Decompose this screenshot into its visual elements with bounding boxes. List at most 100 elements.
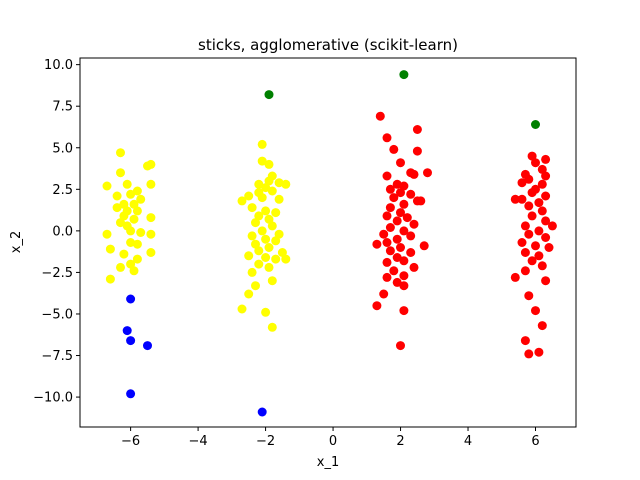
data-point [271,254,281,264]
data-point [281,179,291,189]
data-point [264,90,274,100]
data-point [385,184,395,194]
x-tick-label: 4 [464,434,472,449]
data-point [389,144,399,154]
data-point [375,111,385,121]
data-point [382,257,392,267]
data-point [126,389,136,399]
y-tick-label: −2.5 [41,266,73,281]
data-point [520,336,530,346]
data-point [517,194,527,204]
y-axis: −10.0 −7.5 −5.0 −2.5 0.0 2.5 5.0 7.5 10.0 [33,58,80,406]
data-point [372,301,382,311]
data-point [399,226,409,236]
data-point [527,211,537,221]
data-point [126,294,136,304]
data-point [544,243,554,252]
data-point [261,307,271,317]
data-point [105,244,115,254]
data-point [534,251,544,261]
data-point [126,336,136,346]
data-point [251,218,260,228]
data-point [247,231,257,241]
data-point [136,228,146,237]
x-tick-label: 6 [531,434,539,449]
data-point [399,271,409,281]
data-point [136,194,146,204]
data-point [399,70,409,80]
data-point [112,203,122,213]
data-point [385,223,395,232]
y-tick-label: 7.5 [52,100,73,115]
y-tick-label: 2.5 [52,183,73,198]
data-point [541,216,551,226]
data-point [119,211,129,221]
data-point [537,321,547,331]
data-point [112,191,122,201]
data-point [524,174,534,184]
data-point [132,206,142,216]
data-point [524,229,534,239]
data-point [409,219,419,229]
data-point [524,349,534,359]
data-point [129,266,139,276]
data-point [520,221,530,231]
data-point [399,256,409,266]
x-tick-label: −4 [189,434,208,449]
data-point [116,262,125,272]
data-point [257,139,267,149]
data-point [244,289,254,299]
data-point [132,186,142,196]
data-point [261,183,271,193]
data-point [146,213,156,223]
data-point [271,236,281,246]
data-point [382,171,392,181]
data-point [244,251,254,261]
data-point [257,156,267,166]
data-point [409,262,419,272]
data-point [537,179,547,189]
data-point [251,281,260,291]
data-point [254,246,264,256]
data-point [392,234,402,244]
data-point [143,341,152,351]
y-tick-label: −7.5 [41,349,73,364]
data-point [524,291,534,301]
data-point [261,234,271,244]
data-point [254,179,264,189]
data-point [267,276,277,286]
data-point [129,214,139,224]
data-point [510,194,520,204]
y-axis-label: x_2 [9,231,24,253]
data-point [261,253,271,262]
data-point [264,262,274,272]
data-point [534,198,544,208]
y-tick-label: 5.0 [52,141,73,156]
data-point [379,289,389,299]
data-point [541,171,551,181]
data-point [396,158,405,168]
y-tick-label: 10.0 [44,58,73,73]
data-point [372,239,382,249]
data-point [527,256,537,266]
data-point [146,248,156,257]
data-point [412,125,422,134]
data-point [264,159,274,169]
data-point [406,248,416,257]
data-point [409,169,419,179]
data-point [146,229,156,239]
data-point [412,146,422,156]
data-point [389,266,399,276]
data-point [132,254,142,264]
data-point [385,203,395,213]
data-point [126,226,136,236]
data-point [146,179,156,189]
data-point [122,179,132,189]
data-point [392,253,402,262]
data-point [267,186,277,196]
data-point [537,206,547,216]
data-point [510,272,520,282]
data-point [392,216,402,226]
data-point [547,221,557,231]
data-point [126,238,136,247]
